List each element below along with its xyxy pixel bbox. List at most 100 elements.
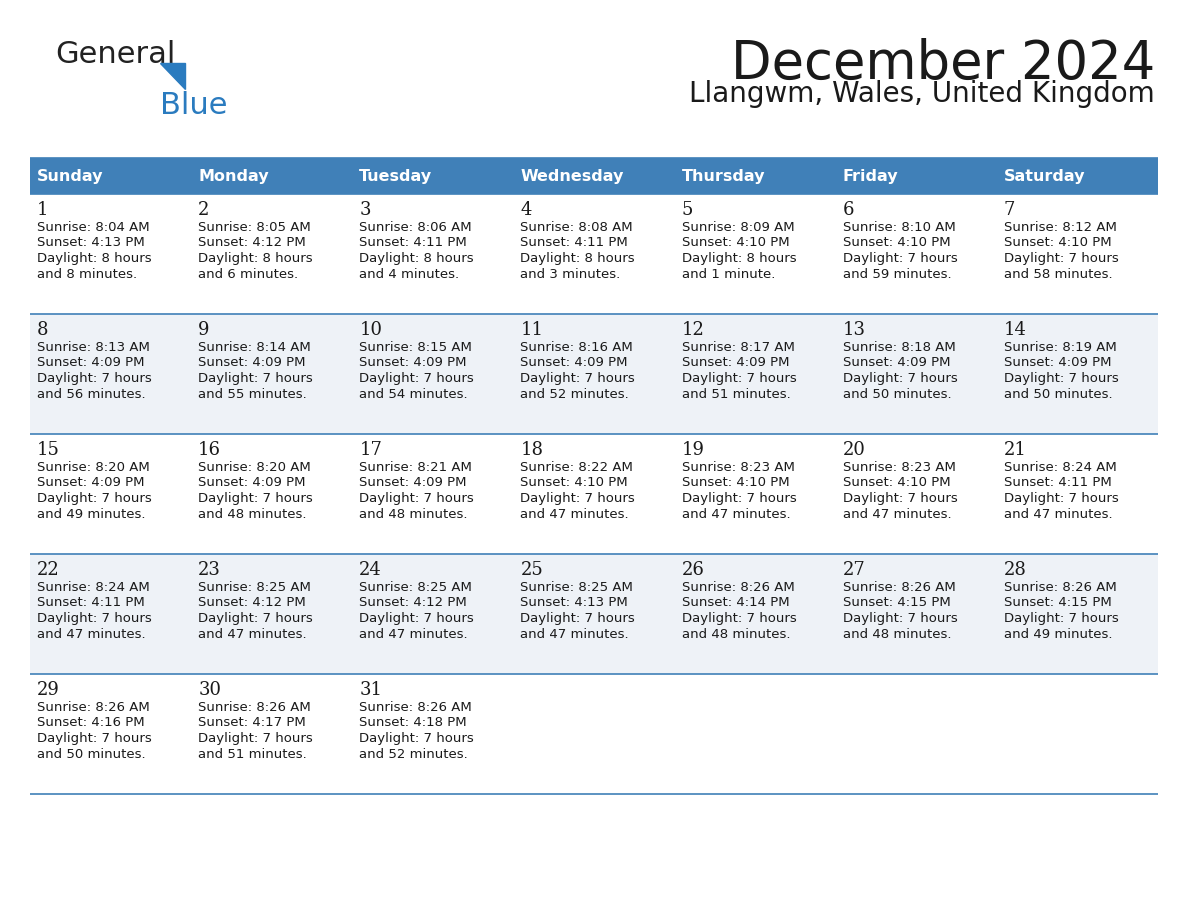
Text: 2: 2 <box>198 201 209 219</box>
Text: 30: 30 <box>198 681 221 699</box>
Text: General: General <box>55 40 176 69</box>
Text: Daylight: 7 hours: Daylight: 7 hours <box>1004 372 1119 385</box>
Text: December 2024: December 2024 <box>731 38 1155 90</box>
Text: and 52 minutes.: and 52 minutes. <box>520 387 630 400</box>
Text: Daylight: 7 hours: Daylight: 7 hours <box>37 492 152 505</box>
Text: Sunrise: 8:18 AM: Sunrise: 8:18 AM <box>842 341 955 354</box>
Bar <box>513 158 675 194</box>
Text: Daylight: 7 hours: Daylight: 7 hours <box>359 732 474 745</box>
Text: Daylight: 8 hours: Daylight: 8 hours <box>359 252 474 265</box>
Text: Daylight: 7 hours: Daylight: 7 hours <box>1004 612 1119 625</box>
Text: 29: 29 <box>37 681 59 699</box>
Text: Daylight: 7 hours: Daylight: 7 hours <box>198 612 312 625</box>
Bar <box>30 314 1158 434</box>
Text: Sunset: 4:12 PM: Sunset: 4:12 PM <box>359 597 467 610</box>
Bar <box>835 158 997 194</box>
Text: Sunset: 4:12 PM: Sunset: 4:12 PM <box>198 237 305 250</box>
Bar <box>997 158 1158 194</box>
Text: Sunrise: 8:25 AM: Sunrise: 8:25 AM <box>359 581 472 594</box>
Text: and 55 minutes.: and 55 minutes. <box>198 387 307 400</box>
Text: and 49 minutes.: and 49 minutes. <box>1004 628 1112 641</box>
Text: Sunrise: 8:15 AM: Sunrise: 8:15 AM <box>359 341 472 354</box>
Text: Sunset: 4:11 PM: Sunset: 4:11 PM <box>359 237 467 250</box>
Text: Daylight: 7 hours: Daylight: 7 hours <box>37 612 152 625</box>
Text: Sunset: 4:10 PM: Sunset: 4:10 PM <box>682 237 789 250</box>
Text: Sunrise: 8:20 AM: Sunrise: 8:20 AM <box>37 461 150 474</box>
Bar <box>30 554 1158 674</box>
Text: Sunset: 4:09 PM: Sunset: 4:09 PM <box>198 356 305 370</box>
Text: and 54 minutes.: and 54 minutes. <box>359 387 468 400</box>
Text: 6: 6 <box>842 201 854 219</box>
Bar <box>191 158 353 194</box>
Text: and 8 minutes.: and 8 minutes. <box>37 267 137 281</box>
Text: 5: 5 <box>682 201 693 219</box>
Text: 10: 10 <box>359 321 383 339</box>
Text: and 48 minutes.: and 48 minutes. <box>842 628 952 641</box>
Text: Sunset: 4:16 PM: Sunset: 4:16 PM <box>37 717 145 730</box>
Text: Daylight: 7 hours: Daylight: 7 hours <box>520 612 636 625</box>
Text: Daylight: 7 hours: Daylight: 7 hours <box>359 612 474 625</box>
Text: Sunset: 4:09 PM: Sunset: 4:09 PM <box>520 356 628 370</box>
Text: 28: 28 <box>1004 561 1026 579</box>
Text: Daylight: 7 hours: Daylight: 7 hours <box>682 372 796 385</box>
Text: 18: 18 <box>520 441 543 459</box>
Text: Daylight: 8 hours: Daylight: 8 hours <box>198 252 312 265</box>
Text: Sunrise: 8:20 AM: Sunrise: 8:20 AM <box>198 461 311 474</box>
Text: and 47 minutes.: and 47 minutes. <box>359 628 468 641</box>
Text: 20: 20 <box>842 441 866 459</box>
Text: and 1 minute.: and 1 minute. <box>682 267 775 281</box>
Text: Daylight: 7 hours: Daylight: 7 hours <box>842 372 958 385</box>
Text: Thursday: Thursday <box>682 169 765 184</box>
Text: and 47 minutes.: and 47 minutes. <box>198 628 307 641</box>
Text: Sunset: 4:10 PM: Sunset: 4:10 PM <box>1004 237 1112 250</box>
Text: Daylight: 8 hours: Daylight: 8 hours <box>520 252 636 265</box>
Text: Saturday: Saturday <box>1004 169 1086 184</box>
Text: Sunrise: 8:26 AM: Sunrise: 8:26 AM <box>842 581 955 594</box>
Text: Sunset: 4:11 PM: Sunset: 4:11 PM <box>1004 476 1112 489</box>
Text: Sunrise: 8:04 AM: Sunrise: 8:04 AM <box>37 221 150 234</box>
Text: Sunrise: 8:21 AM: Sunrise: 8:21 AM <box>359 461 472 474</box>
Text: and 48 minutes.: and 48 minutes. <box>198 508 307 521</box>
Text: and 47 minutes.: and 47 minutes. <box>520 508 630 521</box>
Text: Sunset: 4:13 PM: Sunset: 4:13 PM <box>37 237 145 250</box>
Text: Sunrise: 8:25 AM: Sunrise: 8:25 AM <box>520 581 633 594</box>
Bar <box>30 434 1158 554</box>
Text: and 51 minutes.: and 51 minutes. <box>682 387 790 400</box>
Text: and 56 minutes.: and 56 minutes. <box>37 387 146 400</box>
Text: Sunset: 4:09 PM: Sunset: 4:09 PM <box>37 356 145 370</box>
Text: 24: 24 <box>359 561 383 579</box>
Text: 3: 3 <box>359 201 371 219</box>
Text: 12: 12 <box>682 321 704 339</box>
Bar <box>30 194 1158 314</box>
Text: Friday: Friday <box>842 169 898 184</box>
Text: Daylight: 7 hours: Daylight: 7 hours <box>198 492 312 505</box>
Text: 21: 21 <box>1004 441 1026 459</box>
Text: Sunset: 4:11 PM: Sunset: 4:11 PM <box>520 237 628 250</box>
Text: Sunset: 4:09 PM: Sunset: 4:09 PM <box>359 356 467 370</box>
Text: Sunrise: 8:26 AM: Sunrise: 8:26 AM <box>37 701 150 714</box>
Text: and 52 minutes.: and 52 minutes. <box>359 747 468 760</box>
Text: and 48 minutes.: and 48 minutes. <box>359 508 468 521</box>
Text: Daylight: 7 hours: Daylight: 7 hours <box>520 372 636 385</box>
Text: and 47 minutes.: and 47 minutes. <box>682 508 790 521</box>
Text: 19: 19 <box>682 441 704 459</box>
Text: Daylight: 7 hours: Daylight: 7 hours <box>842 252 958 265</box>
Bar <box>30 674 1158 794</box>
Text: and 58 minutes.: and 58 minutes. <box>1004 267 1112 281</box>
Text: Monday: Monday <box>198 169 268 184</box>
Text: Llangwm, Wales, United Kingdom: Llangwm, Wales, United Kingdom <box>689 80 1155 108</box>
Text: Sunrise: 8:23 AM: Sunrise: 8:23 AM <box>682 461 795 474</box>
Text: and 50 minutes.: and 50 minutes. <box>1004 387 1112 400</box>
Text: Sunrise: 8:26 AM: Sunrise: 8:26 AM <box>359 701 472 714</box>
Text: Sunrise: 8:05 AM: Sunrise: 8:05 AM <box>198 221 311 234</box>
Text: Daylight: 7 hours: Daylight: 7 hours <box>1004 252 1119 265</box>
Text: Sunrise: 8:10 AM: Sunrise: 8:10 AM <box>842 221 955 234</box>
Text: and 59 minutes.: and 59 minutes. <box>842 267 952 281</box>
Text: Sunrise: 8:26 AM: Sunrise: 8:26 AM <box>198 701 311 714</box>
Text: and 47 minutes.: and 47 minutes. <box>37 628 146 641</box>
Text: 27: 27 <box>842 561 866 579</box>
Text: 23: 23 <box>198 561 221 579</box>
Text: Sunrise: 8:24 AM: Sunrise: 8:24 AM <box>1004 461 1117 474</box>
Text: Sunrise: 8:14 AM: Sunrise: 8:14 AM <box>198 341 311 354</box>
Text: Sunset: 4:09 PM: Sunset: 4:09 PM <box>1004 356 1111 370</box>
